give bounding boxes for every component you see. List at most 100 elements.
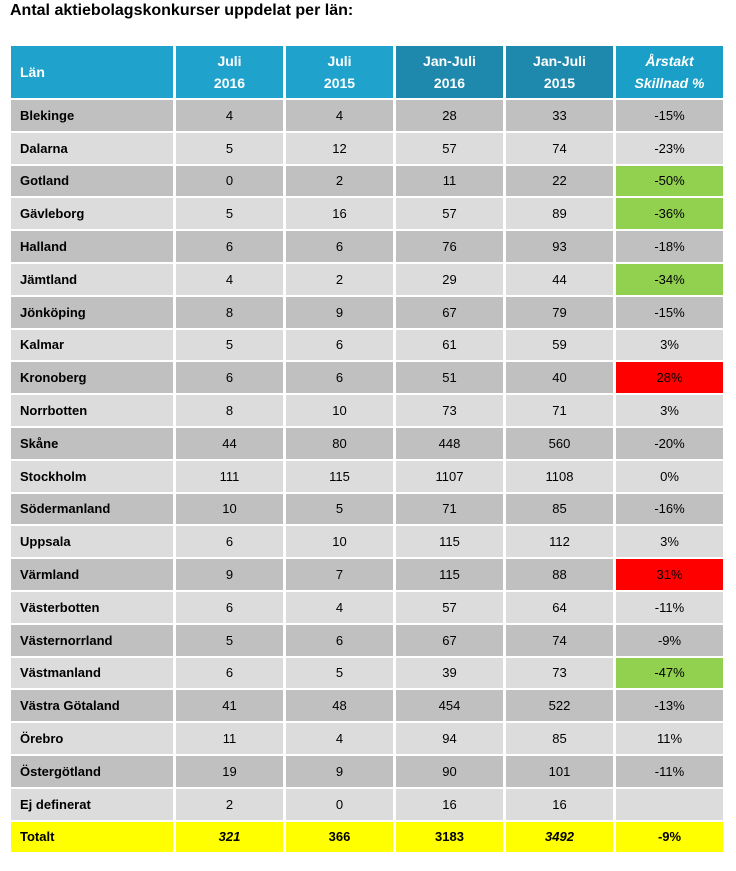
total-juli-2015: 366 [286,821,393,853]
cell-lan: Stockholm [11,460,173,492]
cell-skillnad: 0% [616,460,723,492]
cell-jan-juli-2016: 29 [396,263,503,295]
table-row: Jämtland 4 2 29 44 -34% [11,263,723,295]
table-row: Västerbotten 6 4 57 64 -11% [11,591,723,623]
total-juli-2016: 321 [176,821,283,853]
header-juli-2016: Juli 2016 [176,46,283,98]
cell-juli-2015: 80 [286,427,393,459]
cell-jan-juli-2016: 90 [396,755,503,787]
bankruptcy-table: Län Juli 2016 Juli 2015 Jan-Juli 2016 Ja… [8,44,726,854]
cell-lan: Östergötland [11,755,173,787]
total-jan-juli-2016: 3183 [396,821,503,853]
header-juli-2016-line1: Juli [217,53,242,69]
table-row: Gotland 0 2 11 22 -50% [11,165,723,197]
cell-jan-juli-2016: 76 [396,231,503,262]
cell-jan-juli-2015: 73 [506,657,613,689]
header-jan-juli-2015: Jan-Juli 2015 [506,46,613,98]
cell-jan-juli-2015: 71 [506,395,613,426]
cell-lan: Ej definerat [11,788,173,820]
cell-juli-2016: 44 [176,427,283,459]
cell-juli-2016: 2 [176,788,283,820]
cell-skillnad: -34% [616,263,723,295]
cell-jan-juli-2016: 16 [396,788,503,820]
cell-juli-2016: 5 [176,198,283,230]
cell-jan-juli-2016: 57 [396,198,503,230]
cell-jan-juli-2015: 16 [506,788,613,820]
cell-jan-juli-2015: 93 [506,231,613,262]
cell-jan-juli-2016: 94 [396,723,503,754]
cell-juli-2015: 6 [286,624,393,656]
cell-jan-juli-2015: 44 [506,263,613,295]
cell-skillnad: -11% [616,591,723,623]
cell-juli-2016: 111 [176,460,283,492]
cell-lan: Kalmar [11,329,173,361]
header-juli-2015-line1: Juli [327,53,352,69]
cell-juli-2016: 41 [176,690,283,722]
page-title: Antal aktiebolagskonkurser uppdelat per … [10,2,354,19]
total-label: Totalt [11,821,173,853]
header-jan-juli-2015-line2: 2015 [543,75,576,91]
header-juli-2016-line2: 2016 [213,75,246,91]
table-row: Halland 6 6 76 93 -18% [11,231,723,262]
table-row: Ej definerat 2 0 16 16 [11,788,723,820]
cell-juli-2016: 8 [176,395,283,426]
cell-juli-2015: 12 [286,132,393,164]
cell-juli-2016: 4 [176,100,283,131]
cell-juli-2015: 7 [286,559,393,590]
cell-lan: Dalarna [11,132,173,164]
cell-lan: Södermanland [11,493,173,525]
cell-skillnad: -18% [616,231,723,262]
table-row: Uppsala 6 10 115 112 3% [11,526,723,558]
cell-skillnad: -47% [616,657,723,689]
table-row: Skåne 44 80 448 560 -20% [11,427,723,459]
cell-lan: Norrbotten [11,395,173,426]
cell-juli-2015: 10 [286,395,393,426]
header-jan-juli-2016-line2: 2016 [433,75,466,91]
cell-jan-juli-2015: 88 [506,559,613,590]
header-juli-2015-line2: 2015 [323,75,356,91]
cell-jan-juli-2015: 85 [506,723,613,754]
cell-juli-2016: 8 [176,296,283,328]
cell-juli-2016: 5 [176,329,283,361]
cell-jan-juli-2016: 115 [396,559,503,590]
cell-skillnad: 31% [616,559,723,590]
table-row: Stockholm 111 115 1107 1108 0% [11,460,723,492]
cell-jan-juli-2016: 51 [396,362,503,394]
header-row: Län Juli 2016 Juli 2015 Jan-Juli 2016 Ja… [11,46,723,98]
header-jan-juli-2015-line1: Jan-Juli [533,53,586,69]
cell-lan: Uppsala [11,526,173,558]
cell-juli-2015: 4 [286,723,393,754]
header-arstakt-skillnad: Årstakt Skillnad % [616,46,723,98]
cell-juli-2015: 6 [286,231,393,262]
cell-lan: Kronoberg [11,362,173,394]
cell-juli-2016: 19 [176,755,283,787]
cell-skillnad: -16% [616,493,723,525]
cell-juli-2016: 6 [176,526,283,558]
cell-juli-2015: 6 [286,329,393,361]
cell-jan-juli-2015: 85 [506,493,613,525]
header-arstakt-line1: Årstakt [645,53,694,69]
cell-jan-juli-2015: 1108 [506,460,613,492]
header-juli-2015: Juli 2015 [286,46,393,98]
cell-skillnad: 3% [616,329,723,361]
table-row: Värmland 9 7 115 88 31% [11,559,723,590]
cell-juli-2015: 48 [286,690,393,722]
cell-lan: Halland [11,231,173,262]
cell-juli-2015: 9 [286,755,393,787]
cell-lan: Västerbotten [11,591,173,623]
cell-juli-2015: 4 [286,100,393,131]
header-arstakt-line2: Skillnad % [634,75,705,91]
total-skillnad: -9% [616,821,723,853]
cell-lan: Västernorrland [11,624,173,656]
cell-jan-juli-2016: 115 [396,526,503,558]
cell-skillnad: 3% [616,526,723,558]
cell-jan-juli-2016: 39 [396,657,503,689]
cell-juli-2016: 4 [176,263,283,295]
cell-jan-juli-2016: 67 [396,296,503,328]
cell-lan: Örebro [11,723,173,754]
cell-juli-2015: 10 [286,526,393,558]
cell-lan: Gotland [11,165,173,197]
cell-skillnad: -13% [616,690,723,722]
cell-jan-juli-2015: 74 [506,132,613,164]
cell-jan-juli-2015: 101 [506,755,613,787]
